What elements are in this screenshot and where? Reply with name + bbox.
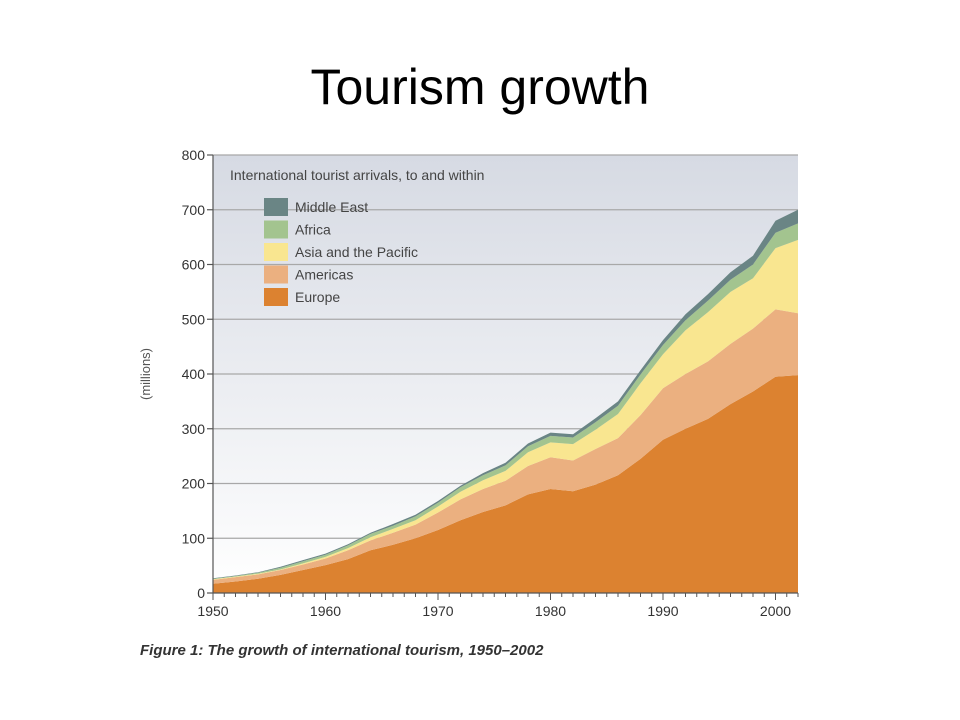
y-tick-label: 600 [182, 257, 206, 273]
x-tick-label: 1950 [197, 603, 228, 619]
y-tick-label: 100 [182, 530, 206, 546]
legend-label: Asia and the Pacific [295, 244, 418, 260]
y-axis-title: (millions) [138, 348, 153, 400]
y-tick-label: 300 [182, 421, 206, 437]
chart-title: International tourist arrivals, to and w… [230, 167, 484, 183]
x-tick-label: 1970 [422, 603, 453, 619]
legend-swatch [264, 220, 288, 239]
legend-label: Americas [295, 267, 353, 283]
legend: Middle East Africa Asia and the Pacific Ame… [264, 198, 418, 306]
y-tick-label: 700 [182, 202, 206, 218]
legend-swatch [264, 288, 288, 306]
slide-title: Tourism growth [310, 59, 650, 115]
x-tick-label: 1990 [647, 603, 678, 619]
x-tick-label: 1960 [310, 603, 341, 619]
legend-label: Africa [295, 222, 331, 238]
y-tick-label: 0 [197, 585, 205, 601]
x-tick-label: 1980 [535, 603, 566, 619]
area-europe [213, 375, 798, 593]
legend-label: Europe [295, 289, 340, 305]
x-tick-label: 2000 [760, 603, 791, 619]
y-tick-label: 800 [182, 147, 206, 163]
legend-swatch [264, 243, 288, 261]
y-tick-label: 500 [182, 311, 206, 327]
y-tick-label: 400 [182, 366, 206, 382]
legend-label: Middle East [295, 199, 368, 215]
legend-swatch [264, 265, 288, 284]
figure-caption: Figure 1: The growth of international to… [140, 642, 544, 659]
stacked-areas [213, 209, 798, 593]
axes: 0 100 200 300 400 500 600 700 800 1950 1960 1970 198… [182, 147, 799, 619]
legend-swatch [264, 198, 288, 216]
y-tick-label: 200 [182, 476, 206, 492]
